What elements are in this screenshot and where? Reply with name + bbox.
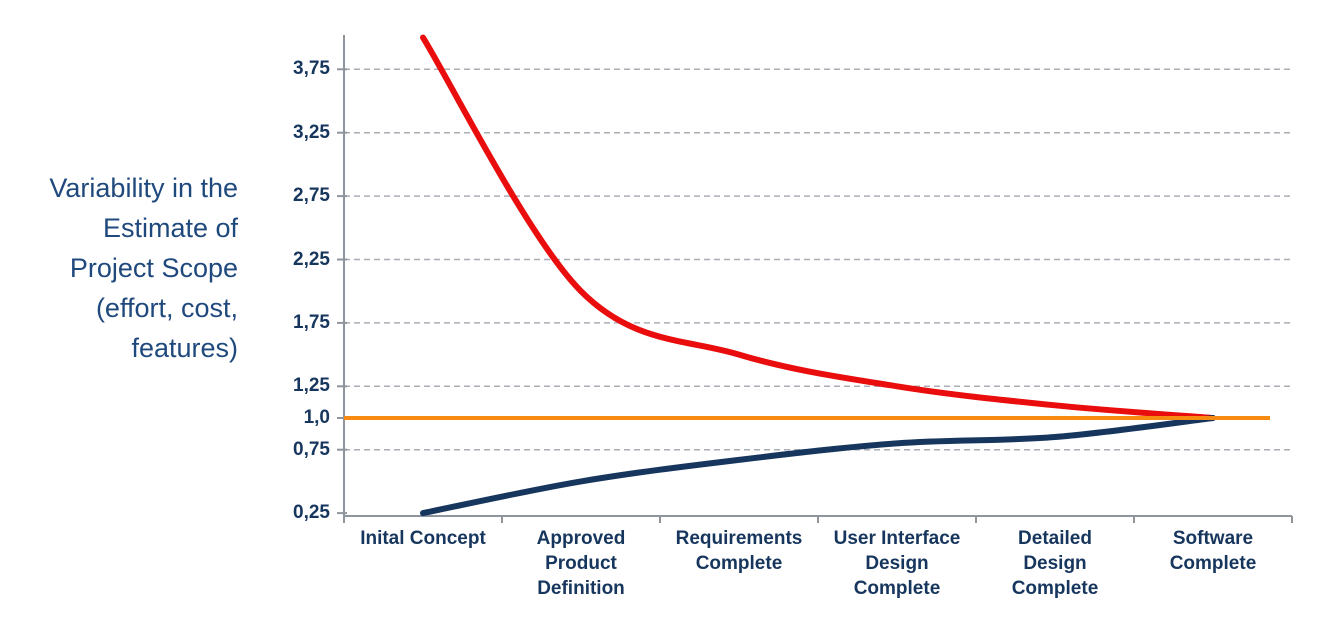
- y-tick-label: 3,75: [293, 58, 330, 80]
- y-tick-label: 2,25: [293, 248, 330, 270]
- x-category-label: User Interface Design Complete: [833, 528, 961, 599]
- x-category-label: Detailed Design Complete: [1011, 528, 1099, 599]
- y-tick-label: 3,25: [293, 121, 330, 143]
- y-tick-label: 1,25: [293, 375, 330, 397]
- y-tick-label: 2,75: [293, 185, 330, 207]
- upper-bound-line: [420, 34, 1216, 421]
- y-tick-label: 1,75: [293, 311, 330, 333]
- y-tick-label: 0,25: [293, 502, 330, 524]
- x-category-label: Requirements Complete: [675, 528, 803, 574]
- x-category-label: Software Complete: [1169, 528, 1257, 574]
- y-axis-title: Variability in the Estimate of Project S…: [49, 173, 238, 363]
- x-category-label: Approved Product Definition: [536, 528, 626, 599]
- x-category-label: Inital Concept: [360, 528, 486, 549]
- y-tick-label: 0,75: [293, 438, 330, 460]
- y-tick-label: 1,0: [303, 407, 330, 428]
- lower-bound-line: [420, 415, 1216, 517]
